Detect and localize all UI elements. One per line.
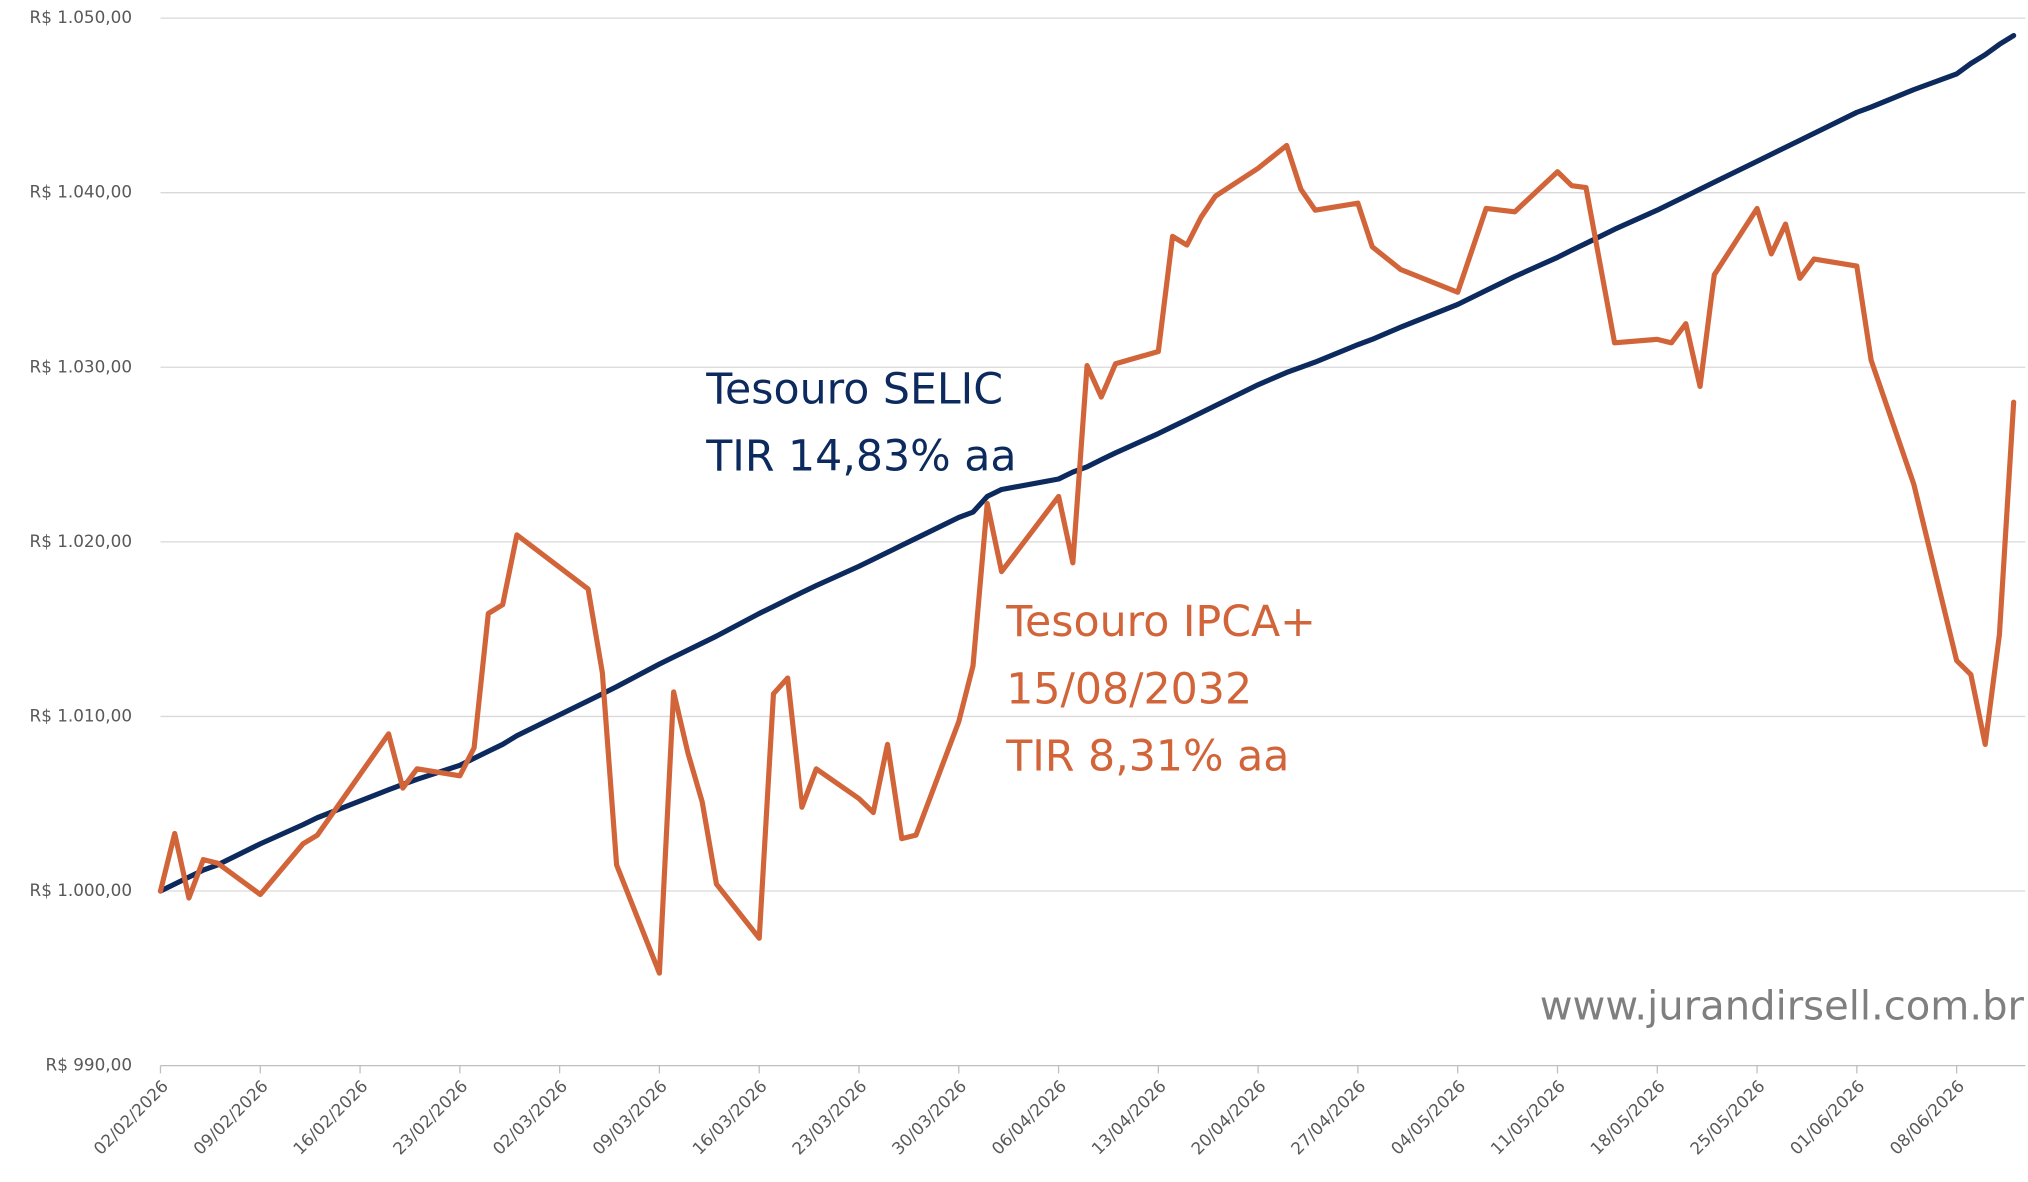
annotation: 15/08/2032 — [1006, 664, 1252, 714]
y-tick-label: R$ 990,00 — [46, 1055, 132, 1075]
x-tick-label: 13/04/2026 — [1087, 1076, 1170, 1159]
x-tick-label: 09/02/2026 — [189, 1076, 272, 1159]
x-tick-label: 18/05/2026 — [1586, 1076, 1669, 1159]
x-tick-label: 27/04/2026 — [1287, 1076, 1370, 1159]
x-tick-label: 06/04/2026 — [987, 1076, 1070, 1159]
x-tick-label: 08/06/2026 — [1886, 1076, 1969, 1159]
x-tick-label: 16/03/2026 — [688, 1076, 771, 1159]
x-tick-label: 23/02/2026 — [389, 1076, 472, 1159]
x-tick-label: 11/05/2026 — [1486, 1076, 1569, 1159]
watermark: www.jurandirsell.com.br — [1540, 984, 2025, 1030]
annotation: Tesouro IPCA+ — [1005, 597, 1316, 647]
y-tick-label: R$ 1.000,00 — [30, 880, 133, 900]
x-tick-label: 02/02/2026 — [89, 1076, 172, 1159]
annotation: TIR 8,31% aa — [1005, 732, 1289, 782]
x-tick-label: 09/03/2026 — [588, 1076, 671, 1159]
y-tick-label: R$ 1.030,00 — [30, 356, 133, 376]
annotation: TIR 14,83% aa — [705, 432, 1016, 482]
y-tick-label: R$ 1.020,00 — [30, 531, 133, 551]
x-tick-label: 20/04/2026 — [1187, 1076, 1270, 1159]
line-series — [157, 142, 2017, 976]
x-tick-label: 30/03/2026 — [888, 1076, 971, 1159]
y-tick-label: R$ 1.040,00 — [30, 182, 133, 202]
y-tick-label: R$ 1.050,00 — [30, 7, 133, 27]
y-tick-label: R$ 1.010,00 — [30, 705, 133, 725]
x-tick-label: 02/03/2026 — [489, 1076, 572, 1159]
x-tick-label: 04/05/2026 — [1387, 1076, 1470, 1159]
x-tick-label: 16/02/2026 — [289, 1076, 372, 1159]
annotation: Tesouro SELIC — [705, 364, 1003, 414]
x-tick-label: 01/06/2026 — [1786, 1076, 1869, 1159]
x-tick-label: 23/03/2026 — [788, 1076, 871, 1159]
x-tick-label: 25/05/2026 — [1686, 1076, 1769, 1159]
